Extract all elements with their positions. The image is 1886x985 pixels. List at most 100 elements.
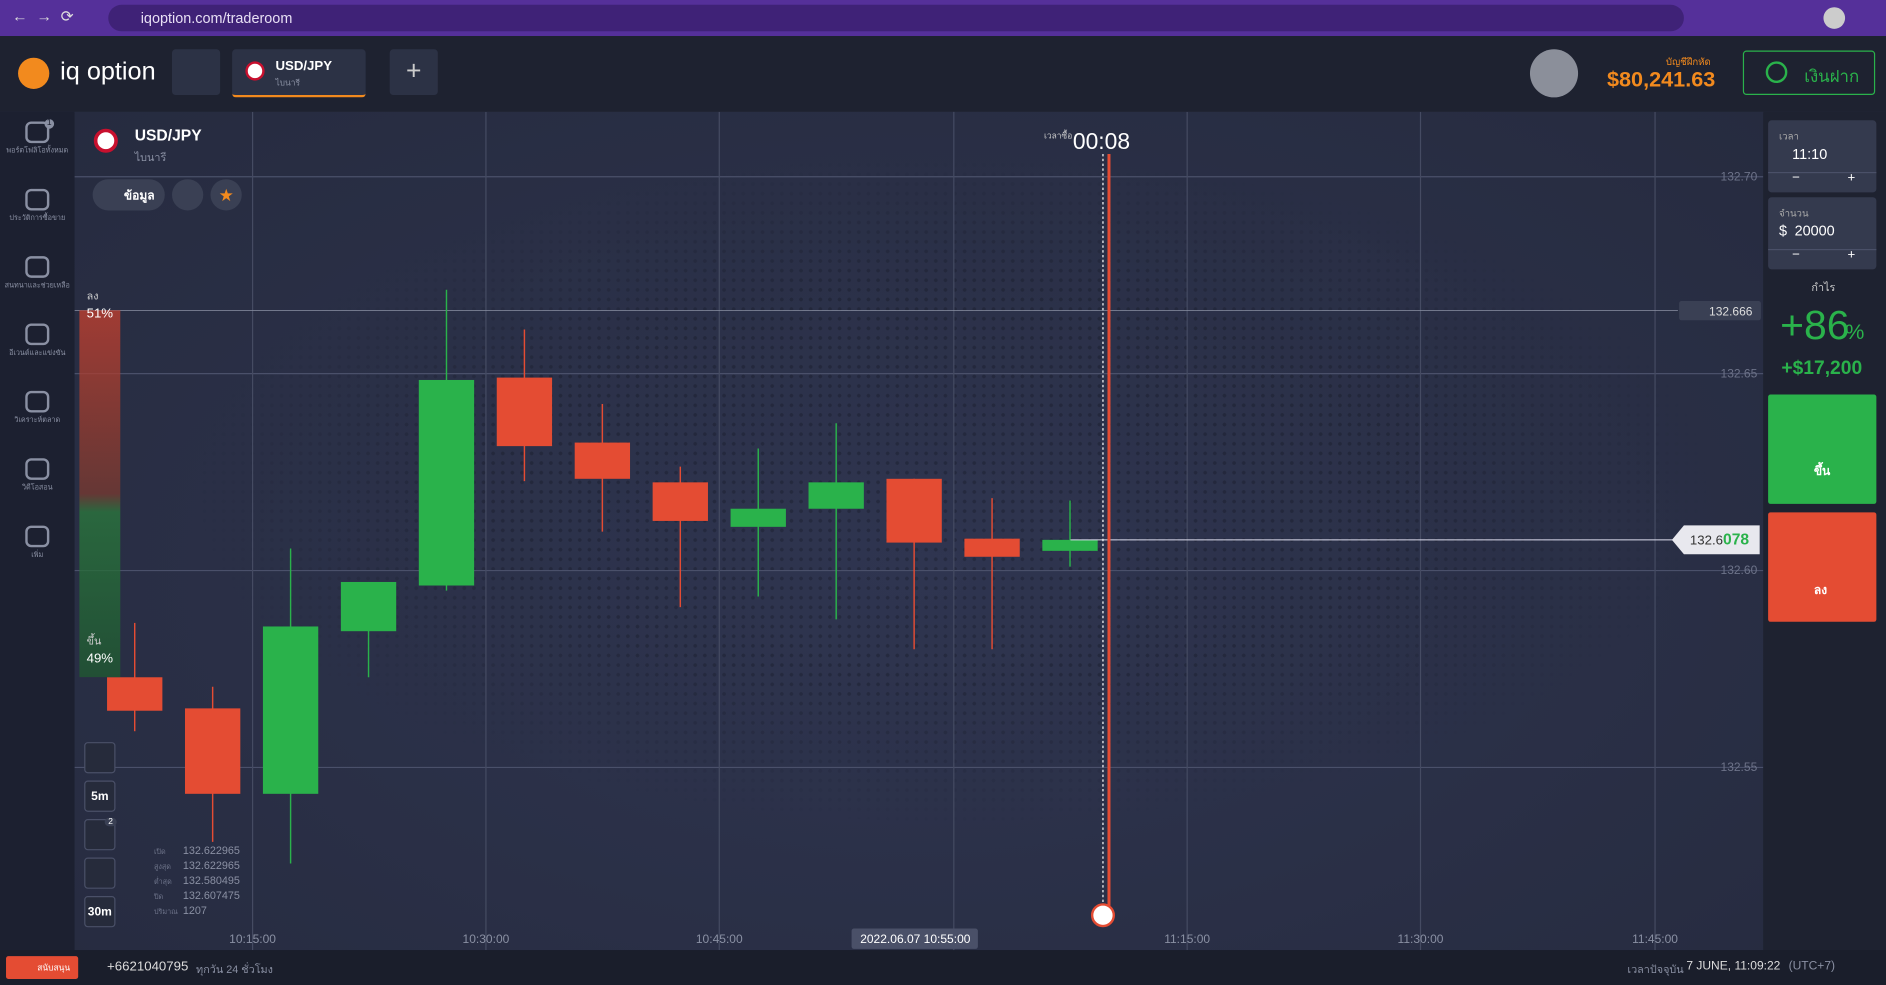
plus-button[interactable]: + — [1847, 170, 1856, 186]
deposit-icon — [1765, 61, 1788, 83]
sidebar-label: ประวัติการซื้อขาย — [9, 215, 66, 223]
sidebar-icon — [25, 458, 50, 480]
profile-icon[interactable] — [1823, 7, 1846, 29]
address-bar[interactable] — [108, 4, 1684, 32]
sidebar-item[interactable]: อีเวนต์และแข่งขัน — [0, 323, 75, 359]
asset-tab[interactable]: USD/JPY ไบนารี — [232, 49, 366, 98]
browser-toolbar: iqoption.com/traderoom ← → ⟳ — [0, 0, 1886, 37]
candle-body — [184, 708, 241, 794]
percent-sign: % — [1845, 319, 1865, 344]
sidebar-item[interactable]: พอร์ตโฟลิโอทั้งหมด 1 — [0, 119, 75, 156]
y-tick-label: 132.55 — [1721, 760, 1758, 774]
logo-text: iq option — [60, 57, 156, 86]
ohlc-label: ปิด — [154, 892, 164, 901]
drawing-badge: 2 — [104, 817, 117, 827]
nav-buttons[interactable]: ← → ⟳ — [12, 7, 74, 26]
ohlc-value: 132.580495 — [183, 875, 240, 887]
sidebar-item[interactable]: ประวัติการซื้อขาย — [0, 188, 75, 224]
ohlc-value: 132.622965 — [183, 845, 240, 857]
phone: +6621040795 — [107, 959, 189, 975]
plus-button[interactable]: + — [1847, 247, 1856, 263]
candle-body — [107, 677, 163, 711]
ohlc-label: ปริมาณ — [154, 907, 178, 916]
alert-tag — [1679, 301, 1761, 321]
sidebar-icon — [25, 256, 50, 278]
grid-button[interactable] — [172, 49, 221, 96]
put-label: ลง — [1813, 584, 1828, 598]
url: iqoption.com/traderoom — [140, 9, 293, 27]
current-time: 7 JUNE, 11:09:22 — [1686, 959, 1781, 973]
ohlc-value: 1207 — [183, 905, 207, 917]
sentiment-down-label: ลง — [87, 290, 99, 302]
indicator-button[interactable] — [84, 857, 116, 889]
amount-box[interactable]: จำนวน $ 20000 − + — [1768, 197, 1877, 270]
candle-body — [574, 442, 631, 479]
profit-label: กำไร — [1811, 281, 1836, 294]
minus-button[interactable]: − — [1792, 247, 1800, 263]
minus-button[interactable]: − — [1792, 170, 1800, 186]
sidebar-label: พอร์ตโฟลิโอทั้งหมด — [6, 147, 69, 156]
ohlc-value: 132.622965 — [183, 860, 240, 872]
price-main: 132.6 — [1690, 533, 1723, 548]
chart-type-button[interactable] — [84, 742, 116, 774]
sidebar-label: วิเคราะห์ตลาด — [14, 417, 61, 425]
sentiment-bar — [79, 310, 121, 678]
avatar[interactable] — [1529, 49, 1579, 98]
candle-body — [652, 482, 708, 521]
sidebar-label: อีเวนต์และแข่งขัน — [9, 349, 66, 358]
ohlc-label: เปิด — [154, 847, 166, 856]
candle-body — [496, 377, 553, 447]
time-label: เวลา — [1778, 131, 1799, 142]
price-tag-text: 132.6078 — [1690, 532, 1749, 549]
deposit-button[interactable]: เงินฝาก — [1742, 50, 1876, 96]
sidebar-icon — [25, 390, 50, 413]
x-tick-label: 11:45:00 — [1632, 932, 1678, 946]
sidebar-icon — [25, 525, 50, 548]
asset-name[interactable]: USD/JPY — [134, 126, 202, 145]
divider — [1768, 248, 1877, 251]
timeframe-button[interactable]: 5m — [84, 780, 116, 812]
candle-body — [808, 482, 864, 509]
sidebar — [0, 111, 75, 951]
tab-asset: USD/JPY — [275, 58, 333, 74]
call-label: ขึ้น — [1813, 465, 1831, 479]
time-box[interactable]: เวลา 11:10 − + — [1768, 120, 1877, 193]
sentiment-down: 51% — [87, 306, 114, 321]
price-tail: 078 — [1723, 532, 1749, 549]
account-type: บัญชีฝึกหัด — [1665, 56, 1711, 68]
tab-type: ไบนารี — [275, 79, 301, 88]
sidebar-label: สนทนาและช่วยเหลือ — [4, 282, 70, 290]
add-tab[interactable]: + — [389, 49, 438, 96]
info-label: ข้อมูล — [123, 190, 155, 204]
alert-button[interactable] — [172, 179, 204, 211]
sidebar-item[interactable]: สนทนาและช่วยเหลือ — [0, 256, 75, 291]
favorite-button[interactable]: ★ — [210, 179, 242, 211]
cursor-time-box — [851, 928, 978, 949]
info-button[interactable]: ข้อมูล — [92, 179, 165, 211]
sidebar-item[interactable]: วิดีโอสอน — [0, 458, 75, 493]
sidebar-item[interactable]: เพิ่ม — [0, 525, 75, 561]
support-button[interactable]: สนับสนุน — [6, 956, 79, 979]
profit-percent: +86 — [1780, 303, 1850, 349]
timer-label: เวลาซื้อ — [1044, 129, 1072, 140]
sidebar-label: วิดีโอสอน — [21, 484, 53, 492]
sidebar-badge: 1 — [44, 119, 55, 129]
sidebar-icon — [25, 121, 50, 144]
sidebar-label: เพิ่ม — [31, 552, 44, 560]
timer-icon — [1090, 903, 1115, 928]
y-tick-label: 132.70 — [1721, 169, 1758, 183]
sidebar-item[interactable]: วิเคราะห์ตลาด — [0, 390, 75, 426]
candle-body — [418, 379, 475, 586]
app-header: iq option USD/JPY ไบนารี + บัญชีฝึกหัด $… — [0, 36, 1886, 114]
period-button[interactable]: 30m — [84, 896, 116, 928]
call-button[interactable]: ขึ้น — [1768, 394, 1877, 504]
ohlc-label: สูงสุด — [154, 862, 171, 871]
balance[interactable]: $80,241.63 — [1606, 67, 1716, 92]
x-tick-label: 11:30:00 — [1398, 932, 1444, 946]
support-label: สนับสนุน — [37, 964, 71, 973]
hours: ทุกวัน 24 ชั่วโมง — [196, 963, 273, 976]
put-button[interactable]: ลง — [1768, 512, 1877, 622]
x-tick-label: 10:30:00 — [463, 932, 510, 946]
